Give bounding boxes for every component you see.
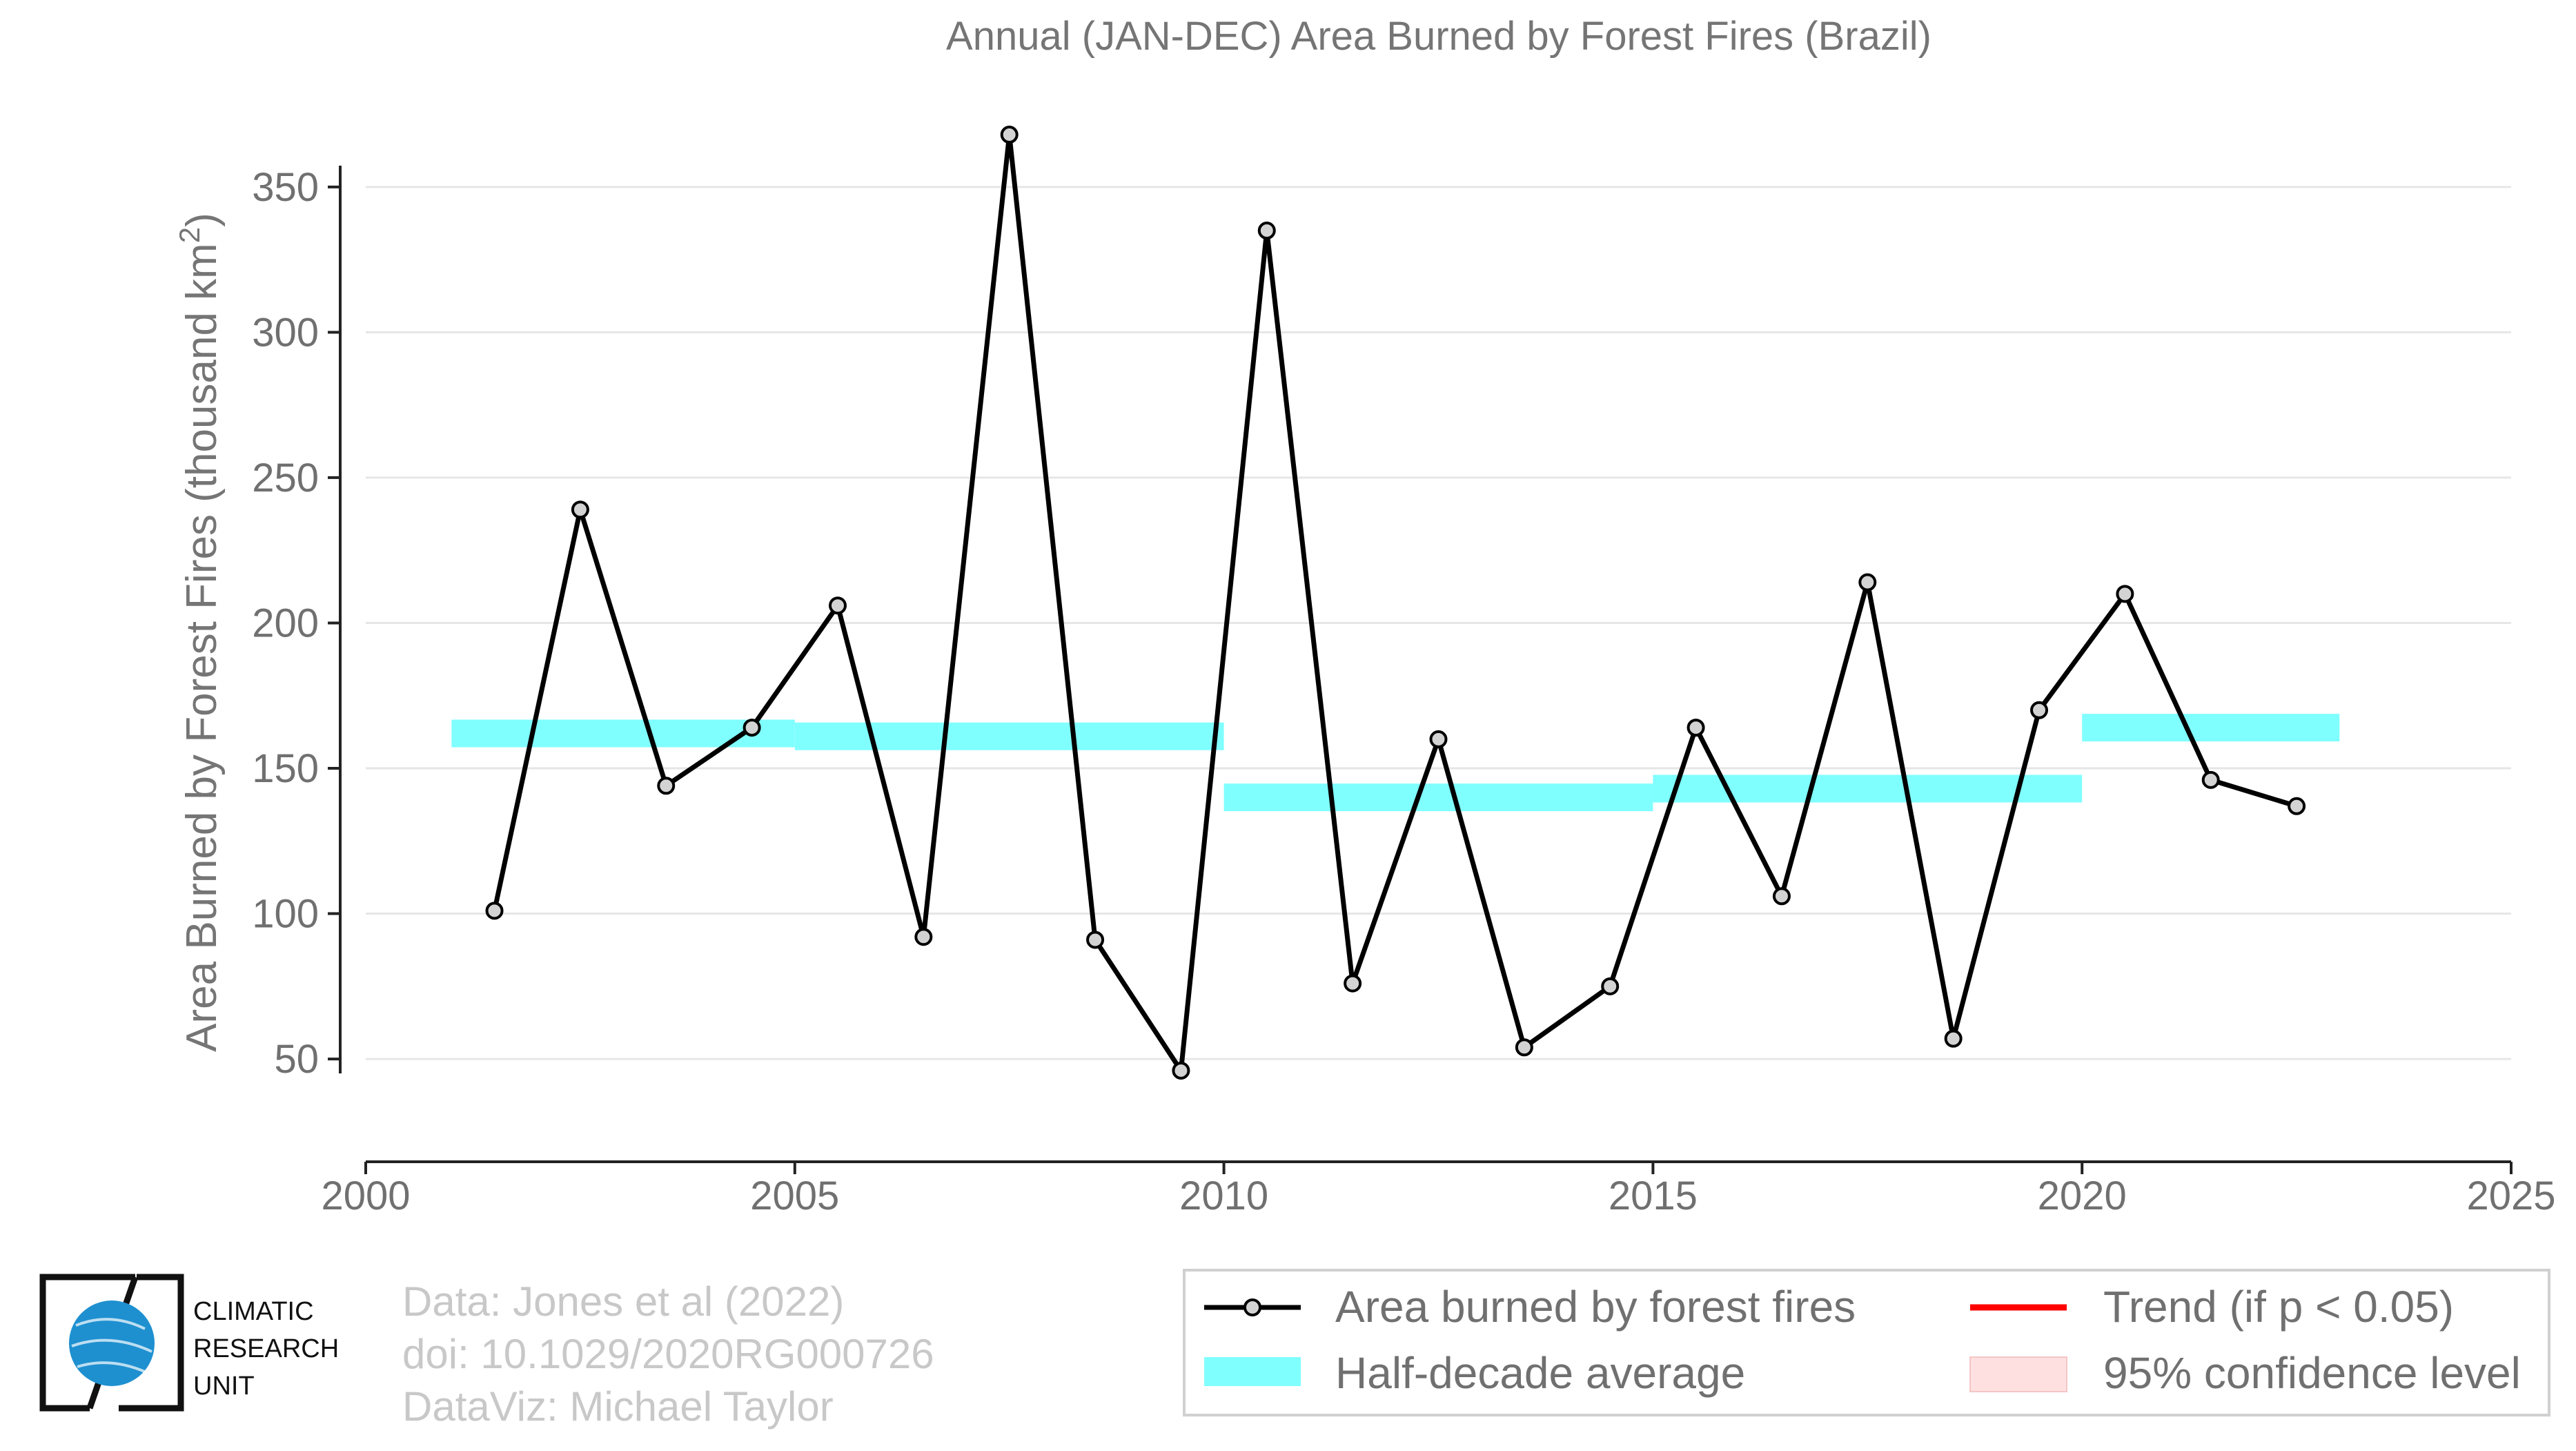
legend-swatch-half-decade <box>1204 1357 1301 1386</box>
y-axis-label-close: ) <box>178 213 226 227</box>
x-tick-label: 2010 <box>1179 1174 1268 1218</box>
x-tick-label: 2025 <box>2466 1174 2555 1218</box>
logo-left-bracket <box>39 1274 135 1412</box>
data-point <box>828 596 847 615</box>
data-point <box>571 500 589 519</box>
grid-lines <box>328 185 2511 1061</box>
x-tick-labels: 2000 2005 2010 2015 2020 2025 <box>321 1162 2556 1218</box>
legend: Area burned by forest fires Trend (if p … <box>1183 1269 2550 1416</box>
data-point <box>1172 1061 1190 1080</box>
y-tick-label: 350 <box>252 165 319 210</box>
globe-lines-icon <box>71 1318 153 1374</box>
y-tick-label: 250 <box>252 456 319 500</box>
logo-line-1: CLIMATIC <box>193 1297 314 1326</box>
y-tick-label: 300 <box>252 310 319 355</box>
data-point <box>1772 887 1791 906</box>
data-point <box>2030 701 2049 719</box>
legend-label-area: Area burned by forest fires <box>1335 1282 1856 1332</box>
y-axis-label: Area Burned by Forest Fires (thousand km… <box>173 213 226 1052</box>
data-point <box>2116 585 2134 603</box>
data-point <box>1601 977 1620 995</box>
half-decade-bar <box>1223 783 1653 812</box>
data-point <box>485 902 504 920</box>
data-point <box>1257 222 1276 240</box>
area-burned-series <box>485 126 2306 1080</box>
x-tick-label: 2005 <box>750 1174 839 1218</box>
half-decade-bar <box>451 719 795 748</box>
y-axis-label-text: Area Burned by Forest Fires (thousand km <box>178 243 226 1052</box>
credit-data: Data: Jones et al (2022) <box>402 1278 844 1325</box>
data-point <box>1086 931 1105 949</box>
data-point <box>1429 730 1448 748</box>
x-tick-label: 2000 <box>321 1174 410 1218</box>
data-point <box>2288 797 2306 815</box>
series-line <box>492 132 2298 1073</box>
logo-right-bracket <box>119 1274 184 1412</box>
legend-label-half-decade: Half-decade average <box>1335 1348 1745 1398</box>
legend-marker-area <box>1243 1298 1261 1316</box>
data-point <box>1944 1029 1963 1048</box>
cru-logo: CLIMATIC RESEARCH UNIT <box>39 1274 339 1412</box>
y-tick-label: 50 <box>274 1037 319 1082</box>
y-tick-labels: 50 100 150 200 250 300 350 <box>252 165 319 1082</box>
logo-line-2: RESEARCH <box>193 1334 339 1363</box>
data-point <box>2201 770 2220 789</box>
credit-doi: doi: 10.1029/2020RG000726 <box>402 1331 934 1377</box>
data-point <box>914 928 933 946</box>
half-decade-bar <box>2082 714 2340 742</box>
data-point <box>1858 573 1877 592</box>
data-point <box>743 719 761 737</box>
y-tick-label: 150 <box>252 746 319 791</box>
chart-title: Annual (JAN-DEC) Area Burned by Forest F… <box>946 14 1931 59</box>
half-decade-bands <box>451 714 2340 812</box>
data-point <box>1000 126 1019 144</box>
credit-dataviz: DataViz: Michael Taylor <box>402 1383 834 1430</box>
logo-line-3: UNIT <box>193 1372 255 1401</box>
data-point <box>1515 1038 1533 1057</box>
y-tick-label: 100 <box>252 892 319 937</box>
y-axis-label-superscript: 2 <box>173 227 206 243</box>
legend-label-confidence: 95% confidence level <box>2103 1348 2521 1398</box>
x-tick-label: 2020 <box>2038 1174 2127 1218</box>
y-tick-label: 200 <box>252 601 319 645</box>
half-decade-bar <box>794 722 1224 750</box>
legend-swatch-confidence <box>1969 1356 2067 1392</box>
data-point <box>1344 974 1362 993</box>
legend-label-trend: Trend (if p < 0.05) <box>2103 1282 2454 1332</box>
data-point <box>1687 719 1705 737</box>
legend-box <box>1183 1269 2550 1416</box>
data-point <box>657 777 676 795</box>
x-tick-label: 2015 <box>1609 1174 1698 1218</box>
